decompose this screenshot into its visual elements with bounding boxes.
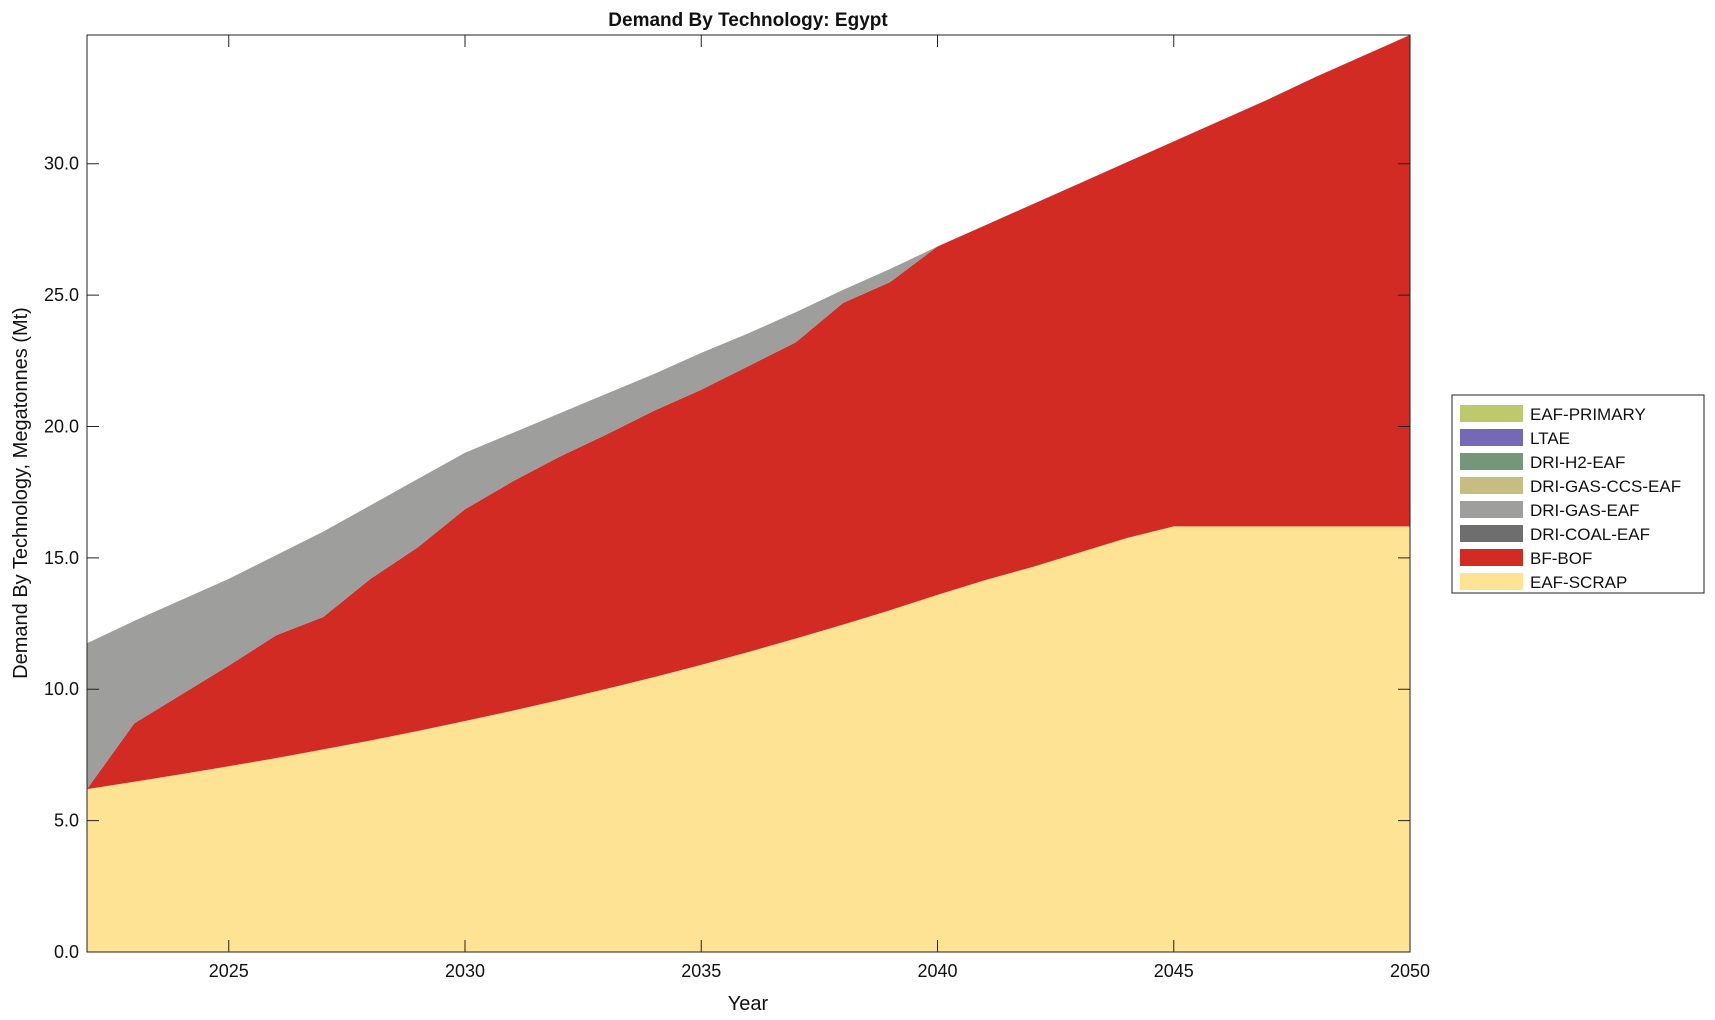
legend-label: EAF-SCRAP: [1530, 573, 1627, 592]
y-tick-label: 5.0: [54, 811, 79, 831]
axes-group: 2025 2030 2035 2040 2045 2050 0.0 5.0 10.0 15.0 20…: [44, 34, 1430, 981]
legend-swatch-dri-gas-ccs-eaf: [1460, 477, 1523, 494]
x-tick-label: 2050: [1390, 961, 1430, 981]
legend-label: DRI-COAL-EAF: [1530, 525, 1650, 544]
y-tick-label: 20.0: [44, 416, 79, 436]
x-tick-label: 2040: [917, 961, 957, 981]
legend-swatch-dri-gas-eaf: [1460, 501, 1523, 518]
x-tick-label: 2035: [681, 961, 721, 981]
y-axis-label: Demand By Technology, Megatonnes (Mt): [10, 307, 32, 679]
legend-label: DRI-GAS-CCS-EAF: [1530, 477, 1681, 496]
area-bf-bof: [87, 35, 1410, 790]
y-tick-label: 10.0: [44, 679, 79, 699]
chart-title: Demand By Technology: Egypt: [608, 10, 888, 31]
x-tick-label: 2030: [445, 961, 485, 981]
legend-swatch-eaf-scrap: [1460, 573, 1523, 590]
legend-swatch-bf-bof: [1460, 549, 1523, 566]
legend-label: EAF-PRIMARY: [1530, 405, 1646, 424]
legend: EAF-PRIMARY LTAE DRI-H2-EAF DRI-GAS-CCS-EAF…: [1451, 394, 1705, 594]
y-tick-label: 15.0: [44, 548, 79, 568]
legend-swatch-eaf-primary: [1460, 405, 1523, 422]
legend-swatch-dri-coal-eaf: [1460, 525, 1523, 542]
x-tick-label: 2045: [1154, 961, 1194, 981]
legend-label: BF-BOF: [1530, 549, 1592, 568]
area-series-group: [87, 35, 1410, 952]
y-tick-label: 30.0: [44, 154, 79, 174]
y-tick-label: 0.0: [54, 942, 79, 962]
legend-label: LTAE: [1530, 429, 1570, 448]
plot-frame: [86, 34, 1411, 953]
legend-swatch-ltae: [1460, 429, 1523, 446]
legend-swatch-dri-h2-eaf: [1460, 453, 1523, 470]
y-tick-label: 25.0: [44, 285, 79, 305]
legend-label: DRI-GAS-EAF: [1530, 501, 1640, 520]
x-tick-label: 2025: [209, 961, 249, 981]
legend-label: DRI-H2-EAF: [1530, 453, 1625, 472]
area-eaf-scrap: [87, 526, 1410, 952]
x-axis-label: Year: [728, 993, 769, 1015]
